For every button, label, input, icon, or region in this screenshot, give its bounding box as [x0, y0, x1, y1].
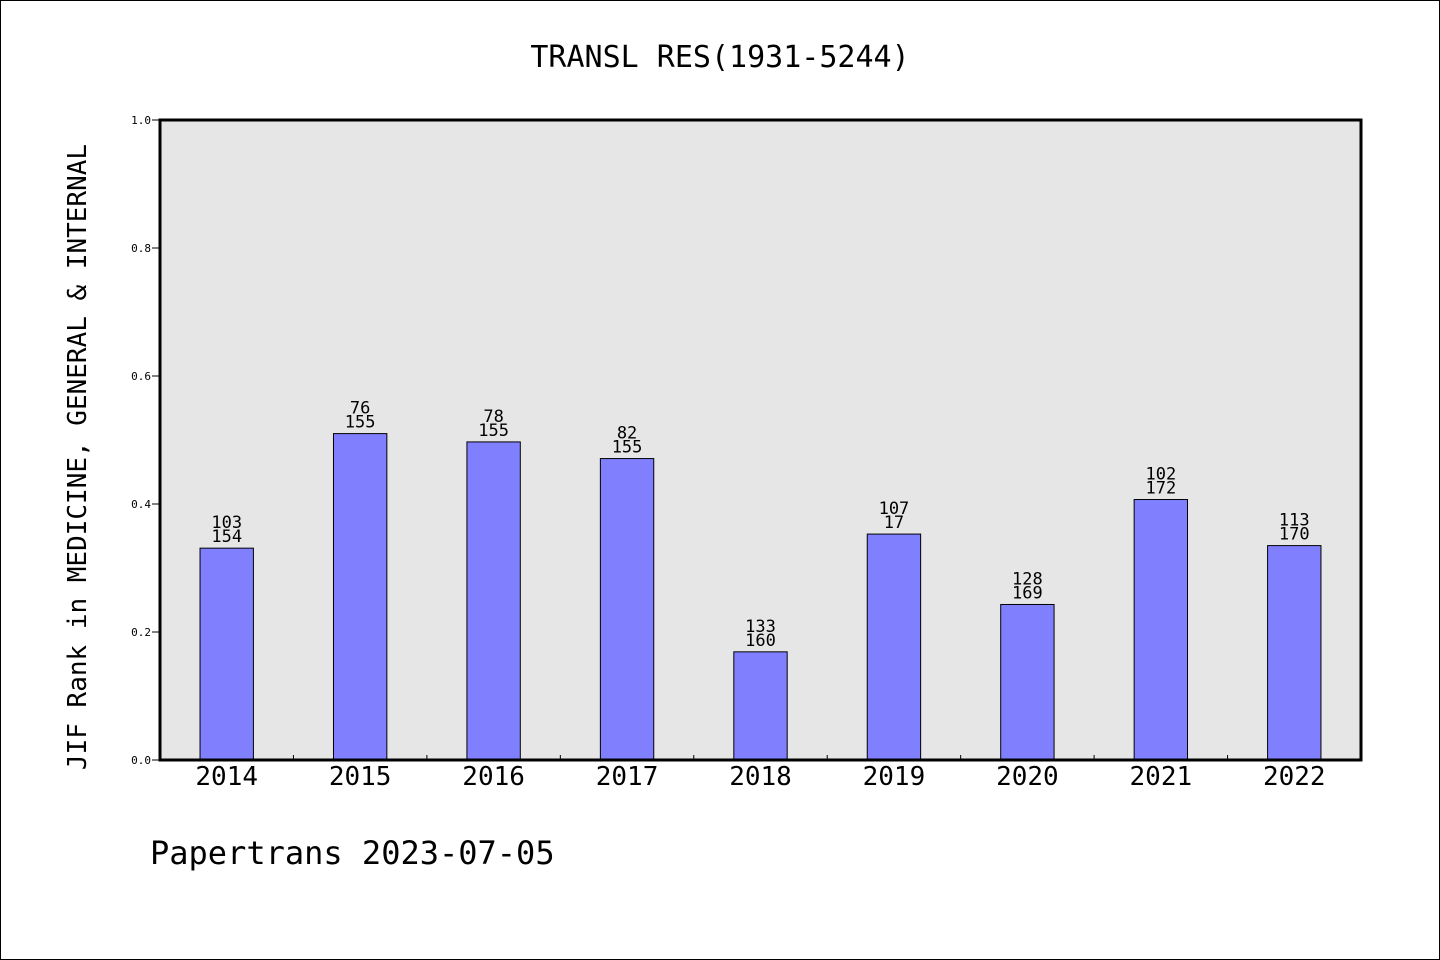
data-label-total: 155 [345, 413, 376, 433]
y-tick-label: 0.0 [131, 754, 151, 767]
bar-2015 [332, 433, 388, 761]
x-tick-label: 2019 [863, 762, 926, 792]
bar-2016 [466, 441, 521, 761]
data-label-total: 160 [745, 631, 776, 651]
data-label-rank: 102 [1145, 465, 1176, 485]
bar-2018 [733, 651, 788, 761]
chart-title: TRANSL RES(1931-5244) [530, 40, 909, 75]
data-label-total: 172 [1145, 479, 1176, 499]
x-tick-label: 2016 [462, 762, 525, 792]
data-label-rank: 113 [1279, 511, 1310, 531]
y-tick-label: 0.2 [131, 626, 151, 639]
plot-border [158, 118, 1363, 762]
data-label-rank: 133 [745, 617, 776, 637]
bars [199, 433, 1322, 761]
data-label-rank: 107 [879, 499, 910, 519]
x-tick-label: 2015 [329, 762, 392, 792]
y-tick-label: 0.6 [131, 370, 151, 383]
bar-2022 [1267, 545, 1322, 761]
bar-2014 [199, 547, 254, 761]
x-tick-label: 2020 [996, 762, 1059, 792]
data-label-rank: 76 [350, 399, 370, 419]
data-label-total: 170 [1279, 525, 1310, 545]
bar-2017 [599, 458, 655, 761]
bar-2020 [1000, 603, 1055, 761]
data-label-total: 17 [884, 513, 904, 533]
y-tick-label: 0.4 [131, 498, 151, 511]
data-label-total: 155 [612, 438, 643, 458]
x-tick-label: 2022 [1263, 762, 1326, 792]
data-label-rank: 82 [617, 424, 637, 444]
data-label-total: 155 [478, 421, 509, 441]
axis-ticks: 0.0 0.2 0.4 0.6 0.8 1.0 2014 2015 2016 2017 2018 20… [131, 114, 1325, 792]
y-axis-label: JIF Rank in MEDICINE, GENERAL & INTERNAL [63, 144, 93, 770]
data-label-rank: 78 [483, 407, 503, 427]
x-tick-label: 2018 [729, 762, 792, 792]
x-tick-label: 2014 [195, 762, 258, 792]
footer-text: Papertrans 2023-07-05 [150, 834, 555, 872]
y-tick-label: 1.0 [131, 114, 151, 127]
data-label-rank: 103 [211, 513, 242, 533]
bar-2019 [866, 533, 922, 761]
data-label-total: 154 [211, 527, 242, 547]
bar-2021 [1133, 499, 1189, 761]
x-tick-label: 2021 [1130, 762, 1193, 792]
x-tick-label: 2017 [596, 762, 659, 792]
y-tick-label: 0.8 [131, 242, 151, 255]
data-label-total: 169 [1012, 583, 1043, 603]
data-label-rank: 128 [1012, 569, 1043, 589]
